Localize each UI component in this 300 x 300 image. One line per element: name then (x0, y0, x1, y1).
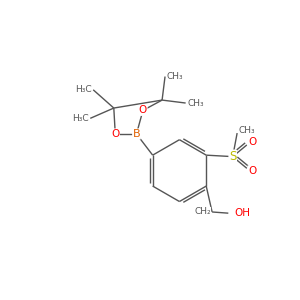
Text: B: B (133, 129, 140, 139)
Text: OH: OH (235, 208, 250, 218)
Text: CH₃: CH₃ (187, 98, 204, 107)
Text: H₃C: H₃C (72, 114, 89, 123)
Text: O: O (111, 129, 119, 139)
Text: O: O (139, 105, 147, 116)
Text: CH₃: CH₃ (167, 72, 183, 81)
Text: S: S (229, 150, 236, 163)
Text: CH₃: CH₃ (238, 126, 255, 135)
Text: O: O (248, 137, 256, 148)
Text: CH₂: CH₂ (194, 208, 211, 217)
Text: H₃C: H₃C (75, 85, 92, 94)
Text: O: O (248, 166, 256, 176)
